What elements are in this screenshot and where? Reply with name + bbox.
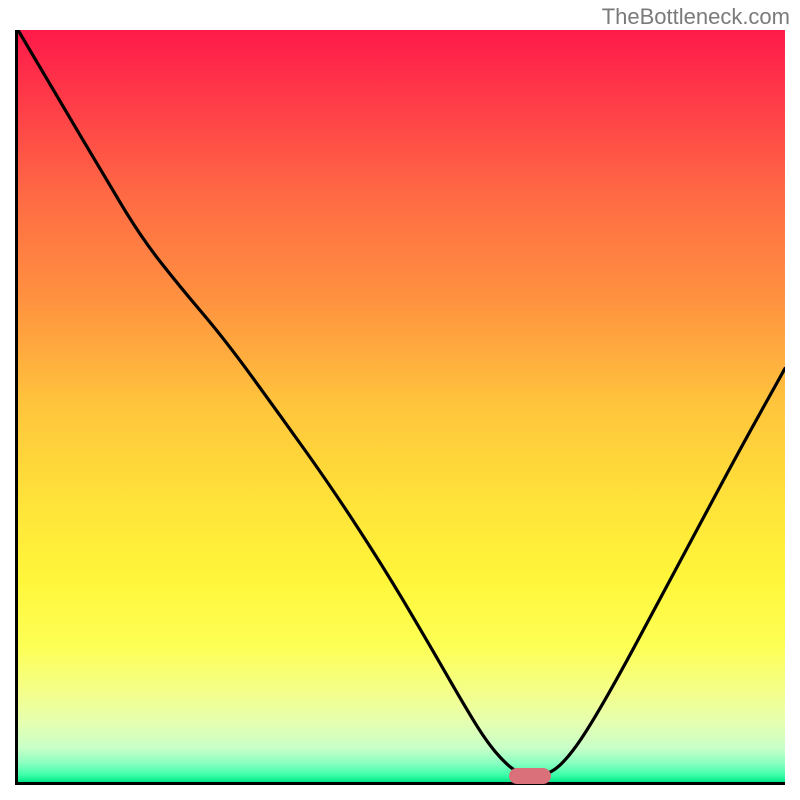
plot-area [15, 30, 785, 785]
bottleneck-curve [18, 30, 785, 782]
watermark-text: TheBottleneck.com [602, 4, 790, 30]
optimal-marker [509, 768, 551, 784]
bottleneck-chart: TheBottleneck.com [0, 0, 800, 800]
